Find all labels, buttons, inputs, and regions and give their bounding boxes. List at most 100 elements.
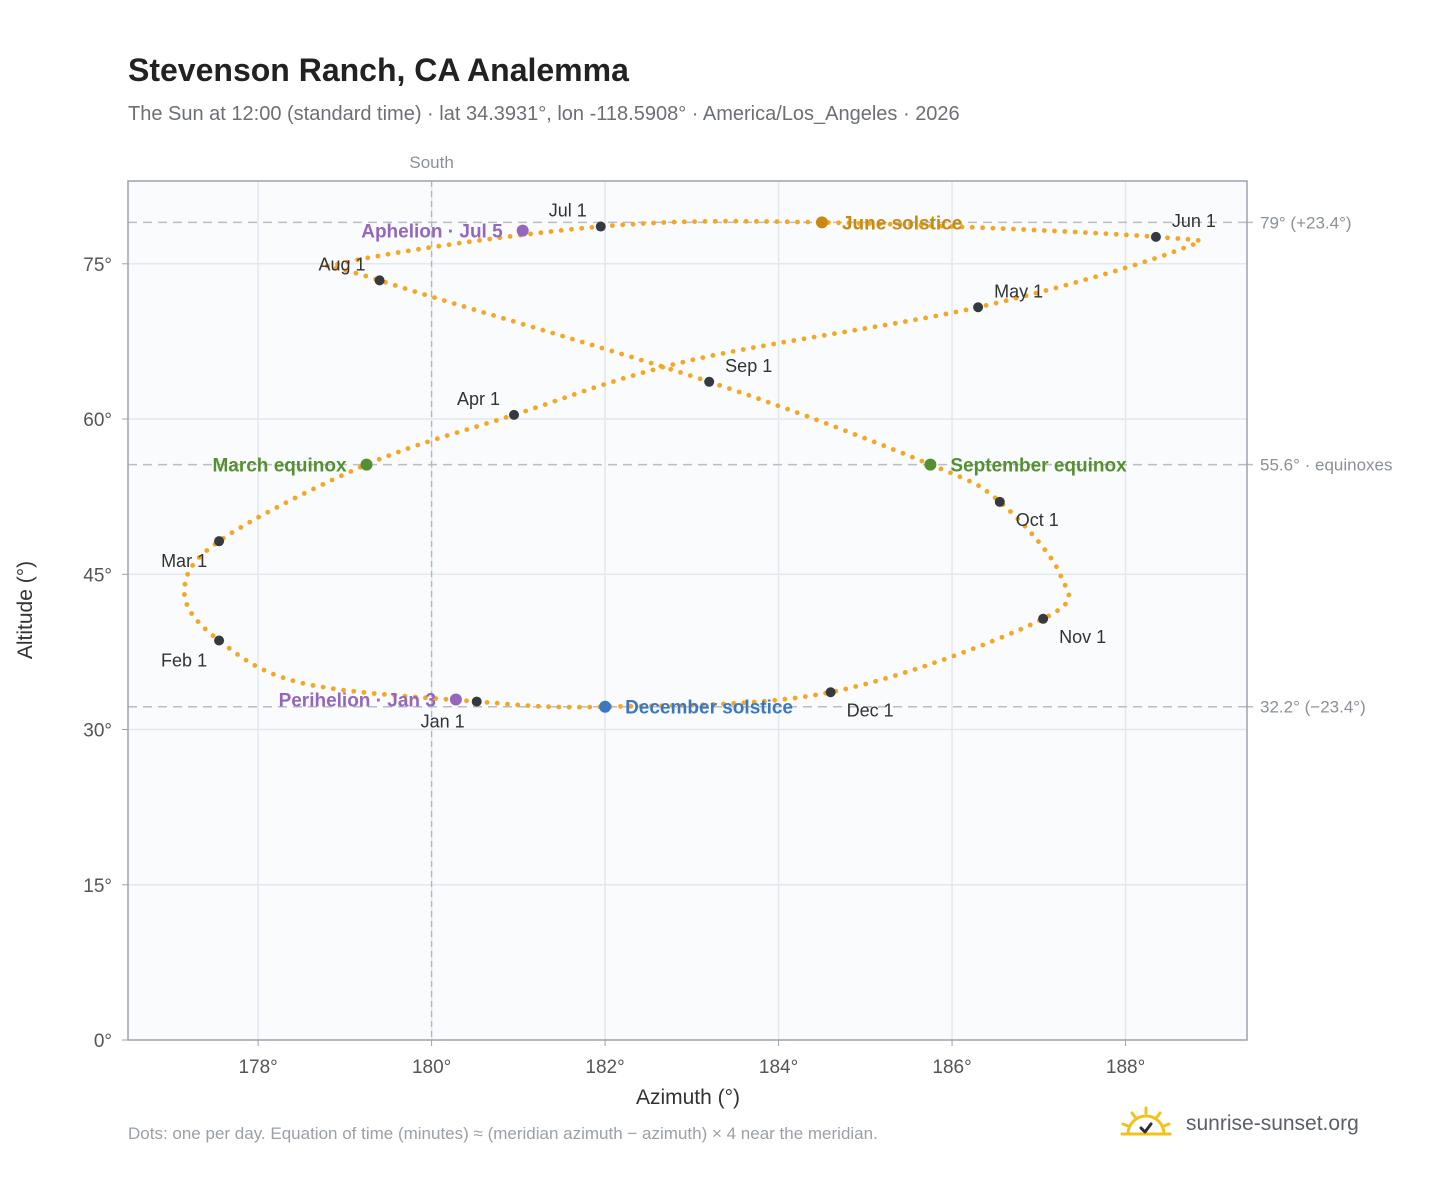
daily-position-dot	[515, 702, 521, 708]
daily-position-dot	[873, 678, 878, 684]
daily-position-dot	[474, 424, 479, 429]
daily-position-dot	[679, 703, 685, 708]
x-tick-label: 180°	[412, 1057, 451, 1078]
daily-position-dot	[552, 398, 558, 404]
daily-position-dot	[993, 300, 999, 306]
daily-position-dot	[464, 427, 470, 432]
daily-position-dot	[690, 702, 695, 708]
daily-position-dot	[330, 686, 336, 692]
month-marker	[994, 496, 1005, 507]
daily-position-dot	[959, 224, 965, 230]
daily-position-dot	[461, 304, 467, 309]
daily-position-dot	[823, 421, 829, 426]
daily-position-dot	[710, 702, 716, 707]
daily-position-dot	[1144, 233, 1150, 239]
daily-position-dot	[229, 530, 235, 536]
daily-position-dot	[184, 602, 190, 607]
daily-position-dot	[912, 666, 918, 672]
daily-position-dot	[361, 690, 367, 695]
daily-position-dot	[1072, 229, 1078, 235]
daily-position-dot	[325, 263, 330, 269]
daily-position-dot	[913, 317, 918, 323]
daily-position-dot	[638, 357, 644, 363]
daily-position-dot	[999, 634, 1005, 640]
daily-position-dot	[1000, 226, 1006, 232]
daily-position-dot	[659, 703, 665, 709]
daily-position-dot	[501, 316, 506, 321]
daily-position-dot	[774, 219, 780, 225]
daily-position-dot	[678, 370, 683, 375]
daily-position-dot	[1029, 531, 1035, 537]
event-marker	[599, 700, 612, 713]
daily-position-dot	[566, 704, 572, 710]
daily-position-dot	[893, 673, 898, 678]
daily-position-dot	[852, 432, 858, 437]
daily-position-dot	[791, 338, 797, 343]
daily-position-dot	[938, 466, 944, 472]
daily-position-dot	[481, 310, 487, 315]
daily-position-dot	[989, 638, 995, 644]
y-tick-label: 30°	[83, 721, 112, 742]
daily-position-dot	[238, 525, 244, 530]
daily-position-dot	[782, 696, 788, 702]
daily-position-dot	[434, 436, 440, 442]
daily-position-dot	[751, 699, 757, 705]
daily-position-dot	[341, 687, 346, 693]
brand-logo[interactable]: sunrise-sunset.org	[1120, 1104, 1359, 1144]
event-marker	[449, 693, 462, 706]
daily-position-dot	[528, 231, 533, 237]
daily-position-dot	[969, 224, 975, 230]
daily-position-dot	[412, 289, 418, 294]
x-tick-label: 188°	[1106, 1057, 1145, 1078]
daily-position-dot	[329, 477, 335, 483]
daily-position-dot	[1066, 592, 1072, 598]
daily-position-dot	[668, 366, 674, 372]
daily-position-dot	[967, 478, 972, 484]
daily-position-dot	[1031, 227, 1037, 233]
month-marker	[214, 635, 225, 646]
daily-position-dot	[386, 453, 392, 458]
daily-position-dot	[412, 694, 418, 700]
daily-position-dot	[928, 223, 934, 229]
daily-position-dot	[587, 704, 593, 710]
month-marker	[704, 376, 715, 387]
daily-position-dot	[589, 342, 595, 348]
daily-position-dot	[533, 405, 538, 411]
daily-position-dot	[897, 222, 903, 228]
daily-position-dot	[890, 447, 896, 452]
daily-position-dot	[280, 675, 286, 681]
month-marker-label: Dec 1	[847, 700, 894, 720]
daily-position-dot	[1015, 516, 1021, 522]
daily-position-dot	[1190, 242, 1196, 248]
daily-position-dot	[416, 246, 421, 252]
daily-position-dot	[1185, 236, 1191, 242]
month-markers: Jan 1 Feb 1 Mar 1 Apr 1 May 1 Jun 1 Jul 1 Aug 1…	[161, 201, 1216, 732]
daily-position-dot	[814, 417, 819, 423]
event-marker	[924, 458, 937, 471]
daily-position-dot	[980, 225, 985, 231]
daily-position-dot	[892, 320, 898, 326]
daily-position-dot	[976, 483, 981, 489]
daily-position-dot	[292, 495, 298, 501]
daily-position-dot	[484, 421, 489, 426]
daily-position-dot	[433, 696, 439, 701]
daily-position-dot	[702, 219, 708, 224]
daily-position-dot	[630, 373, 636, 378]
event-marker	[360, 458, 373, 471]
daily-position-dot	[466, 239, 472, 245]
daily-position-dot	[756, 396, 761, 402]
daily-position-dot	[618, 704, 623, 709]
daily-position-dot	[923, 315, 928, 321]
daily-position-dot	[562, 395, 567, 401]
daily-position-dot	[948, 470, 953, 476]
month-marker-label: Jan 1	[421, 712, 465, 732]
daily-position-dot	[710, 353, 716, 358]
daily-position-dot	[1093, 230, 1098, 236]
daily-position-dot	[283, 500, 289, 506]
daily-position-dot	[846, 220, 852, 226]
daily-position-dot	[953, 309, 959, 315]
daily-position-dot	[628, 703, 634, 709]
daily-position-dot	[649, 703, 654, 709]
daily-position-dot	[1083, 230, 1088, 236]
daily-position-dot	[182, 592, 187, 597]
